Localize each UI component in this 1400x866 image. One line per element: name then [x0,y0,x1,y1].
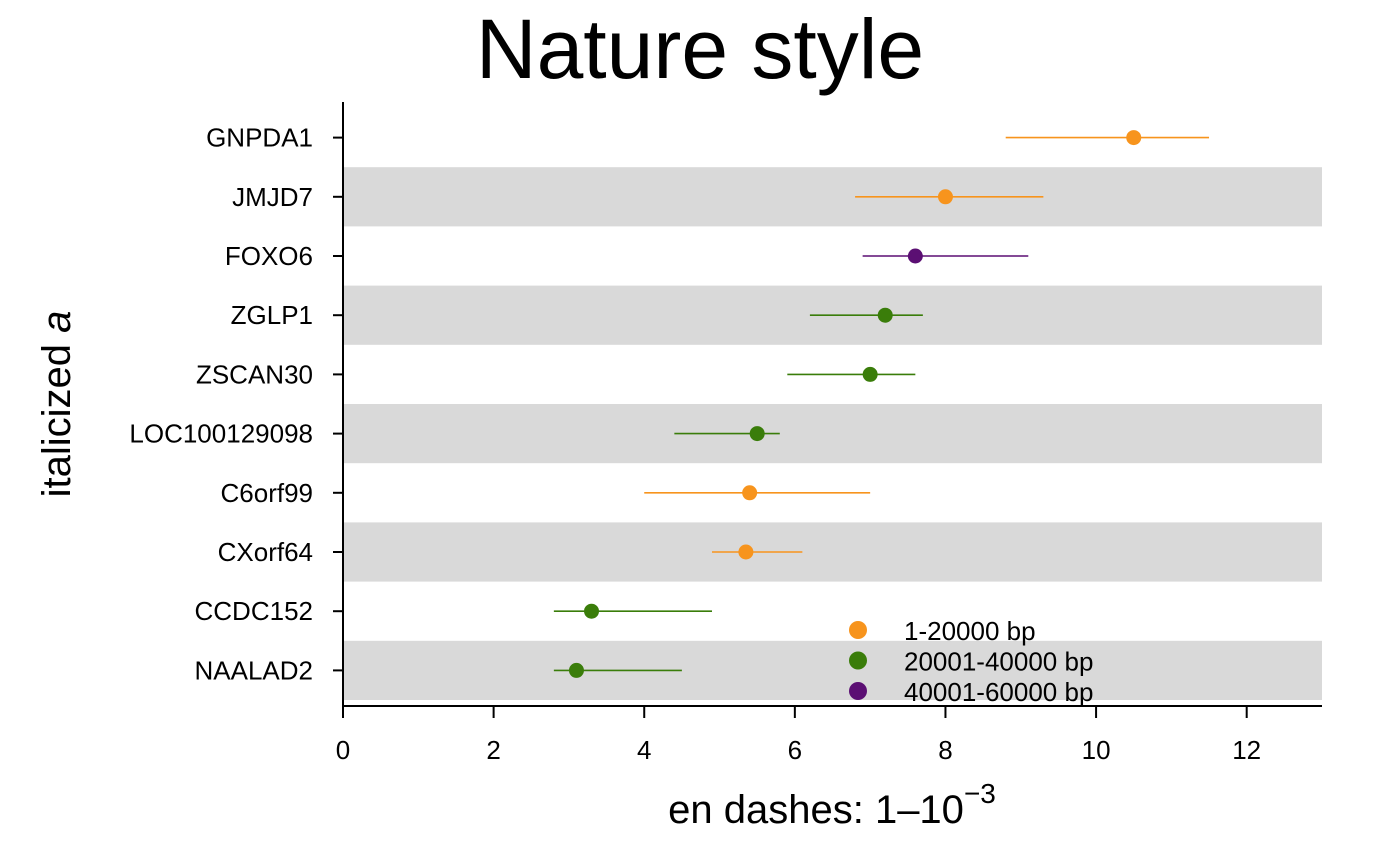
x-tick-label: 8 [938,735,952,765]
x-axis-label: en dashes: 1–10−3 [668,778,996,832]
y-tick-label: FOXO6 [225,241,313,271]
y-axis: GNPDA1 JMJD7 FOXO6 ZGLP1 ZSCAN30 LOC100129098… [129,102,344,706]
y-tick-label: JMJD7 [232,182,313,212]
data-point [907,248,923,264]
legend-label: 20001-40000 bp [904,647,1093,677]
row-band [343,167,1322,227]
y-axis-label: italicized a [35,311,79,498]
y-tick-label: CXorf64 [218,537,313,567]
y-tick-label: ZGLP1 [231,300,313,330]
x-tick-label: 2 [486,735,500,765]
y-tick-label: ZSCAN30 [196,359,313,389]
chart-title: Nature style [476,2,924,96]
data-points [553,130,1210,678]
data-point [877,307,893,323]
data-point [584,603,600,619]
row-bands [343,167,1322,700]
y-tick-label: LOC100129098 [129,419,313,449]
data-point [862,366,878,382]
legend-label: 1-20000 bp [904,616,1036,646]
legend-marker [849,651,867,670]
row-band [343,404,1322,464]
x-tick-label: 0 [336,735,350,765]
data-point [742,485,758,501]
data-point [937,189,953,205]
x-tick-label: 6 [788,735,802,765]
data-point [568,662,584,678]
x-axis: 0 2 4 6 8 10 12 [336,705,1322,765]
x-tick-label: 12 [1232,735,1261,765]
x-tick-label: 10 [1082,735,1111,765]
x-tick-label: 4 [637,735,651,765]
legend-marker [849,682,867,700]
data-point [738,544,754,560]
y-tick-label: C6orf99 [221,478,314,508]
y-tick-label: NAALAD2 [195,655,314,685]
legend-marker [849,621,867,639]
legend-label: 40001-60000 bp [904,677,1093,707]
data-point [749,426,765,442]
data-point [1126,130,1142,146]
y-tick-label: GNPDA1 [206,123,313,153]
row-band [343,640,1322,700]
row-band [343,522,1322,582]
y-tick-label: CCDC152 [195,596,314,626]
